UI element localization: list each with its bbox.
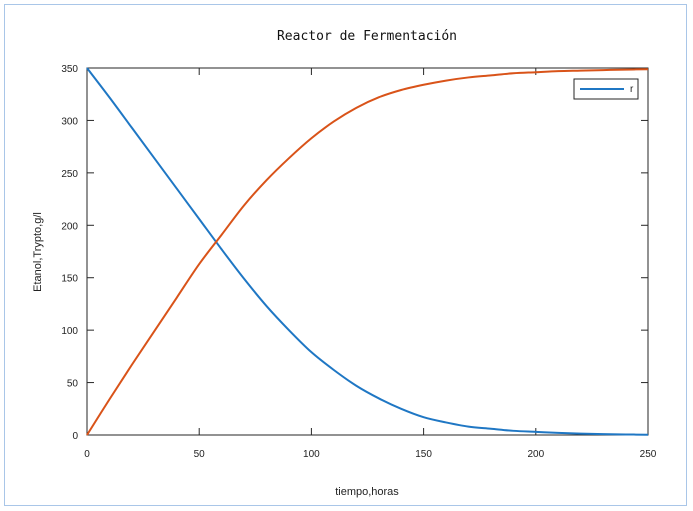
- x-tick-label: 200: [527, 449, 544, 460]
- x-tick-label: 50: [194, 449, 206, 460]
- x-axis-label: tiempo,horas: [335, 486, 399, 498]
- x-tick-label: 250: [640, 449, 657, 460]
- series-line-r: [86, 67, 649, 436]
- series-line-series-2: [86, 68, 649, 436]
- y-tick-label: 100: [61, 326, 78, 337]
- y-tick-label: 300: [61, 116, 78, 127]
- y-tick-label: 50: [67, 379, 79, 390]
- y-tick-label: 0: [72, 431, 78, 442]
- legend: r: [573, 78, 639, 100]
- ticks-layer: 0 50 100 150 200 250 0 50 100 150 200 250 300 350: [61, 64, 656, 460]
- y-tick-label: 350: [61, 64, 78, 75]
- x-tick-label: 100: [303, 449, 320, 460]
- y-tick-label: 250: [61, 169, 78, 180]
- y-axis-label: Etanol,Trypto,g/l: [32, 212, 44, 292]
- legend-label-r: r: [630, 84, 634, 95]
- series-layer: [86, 67, 649, 436]
- y-tick-label: 200: [61, 221, 78, 232]
- chart-title: Reactor de Fermentación: [277, 29, 457, 44]
- x-tick-label: 150: [415, 449, 432, 460]
- y-tick-label: 150: [61, 274, 78, 285]
- x-tick-label: 0: [84, 449, 90, 460]
- plot-area: [86, 67, 649, 436]
